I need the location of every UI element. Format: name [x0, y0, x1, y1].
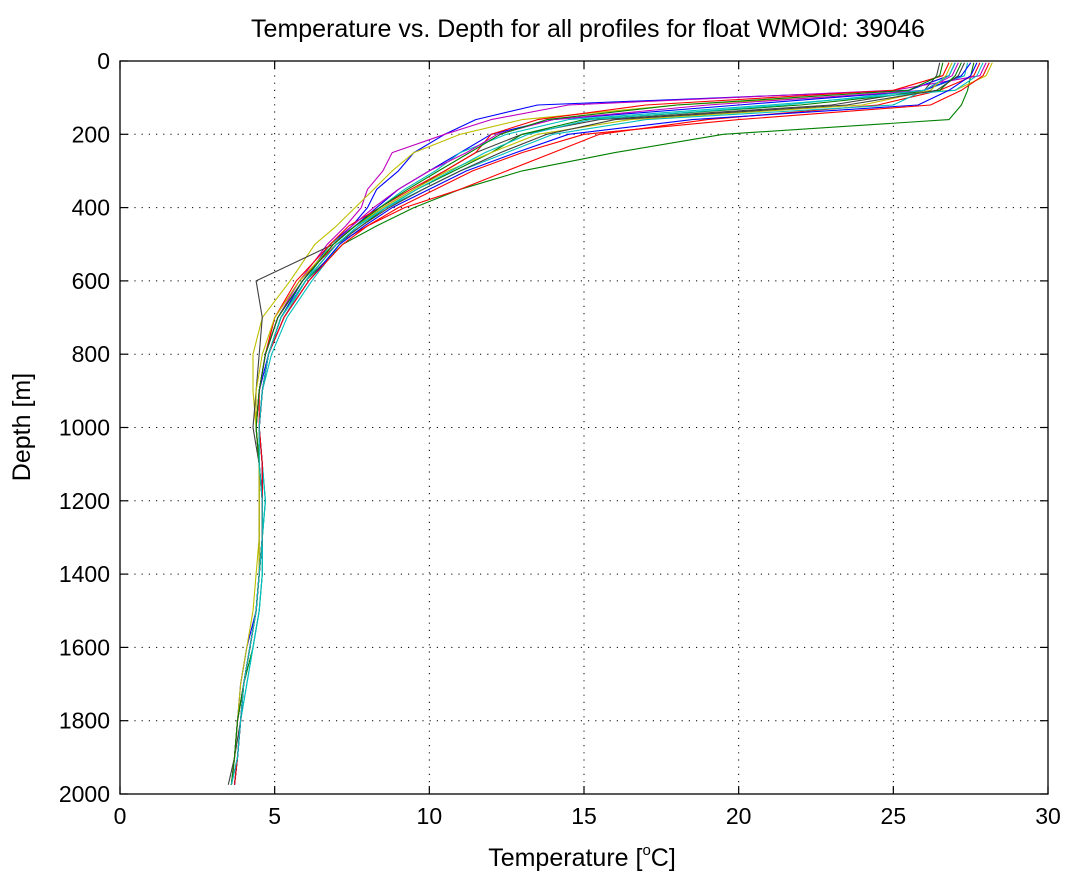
x-tick-label: 30 [1035, 803, 1061, 829]
profile-line-11 [233, 62, 984, 785]
y-axis-label: Depth [m] [8, 373, 36, 481]
x-axis-label-main: Temperature [ [488, 844, 642, 872]
profile-lines [227, 62, 993, 785]
x-tick-label: 20 [726, 803, 752, 829]
profile-line-18 [230, 62, 956, 785]
y-tick-label: 1600 [59, 634, 110, 660]
x-tick-label: 0 [114, 803, 127, 829]
y-tick-label: 2000 [59, 781, 110, 807]
x-tick-label: 5 [268, 803, 281, 829]
x-axis-label-superscript: o [642, 842, 650, 859]
x-axis-label: Temperature [oC] [488, 842, 676, 872]
plot-area [120, 61, 1048, 794]
x-tick-label: 10 [417, 803, 443, 829]
x-tick-label: 25 [881, 803, 907, 829]
y-tick-label: 1400 [59, 561, 110, 587]
y-tick-label: 0 [97, 48, 110, 74]
y-tick-label: 200 [72, 121, 110, 147]
y-tick-label: 1200 [59, 488, 110, 514]
axis-ticks: 0 5 10 15 20 25 30 0 200 400 600 800 1000 1200 1400 160… [59, 48, 1061, 829]
x-axis-label-unit: C] [651, 844, 676, 872]
y-tick-label: 600 [72, 268, 110, 294]
y-tick-label: 1000 [59, 415, 110, 441]
y-tick-label: 400 [72, 195, 110, 221]
x-tick-label: 15 [571, 803, 597, 829]
y-tick-label: 800 [72, 341, 110, 367]
chart-title: Temperature vs. Depth for all profiles f… [251, 15, 925, 43]
y-tick-label: 1800 [59, 708, 110, 734]
